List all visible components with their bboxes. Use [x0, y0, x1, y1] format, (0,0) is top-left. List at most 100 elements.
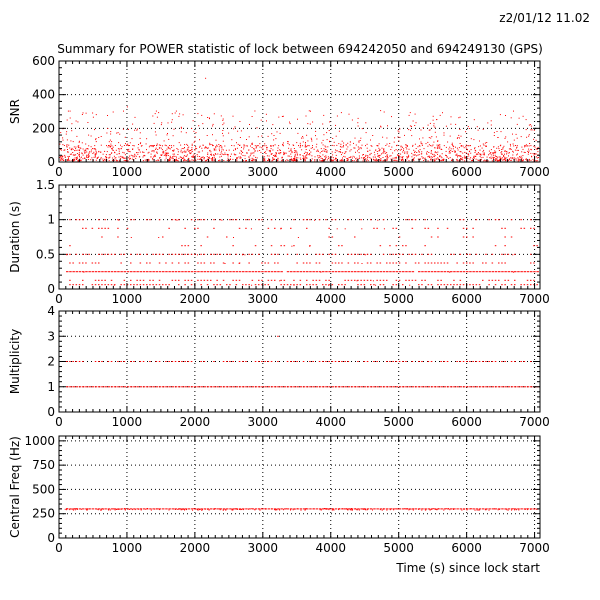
data-point — [180, 126, 182, 128]
data-point — [482, 151, 484, 153]
data-point — [314, 156, 316, 158]
data-point — [533, 271, 536, 273]
data-point — [497, 509, 499, 511]
data-point — [94, 156, 96, 158]
data-point — [60, 158, 62, 160]
data-point — [254, 110, 256, 112]
data-point — [494, 508, 498, 510]
data-point — [240, 130, 242, 132]
data-point — [488, 279, 490, 281]
data-point — [168, 159, 170, 161]
data-point — [142, 361, 145, 362]
data-point — [424, 158, 426, 160]
data-point — [98, 137, 100, 138]
data-point — [235, 219, 238, 221]
data-point — [355, 508, 357, 510]
data-point — [76, 508, 78, 510]
data-point — [107, 284, 110, 286]
data-point — [319, 159, 321, 161]
data-point — [76, 158, 78, 160]
data-point — [358, 140, 360, 142]
data-point — [159, 147, 161, 149]
data-point — [254, 145, 256, 147]
data-point — [109, 509, 111, 511]
data-point — [88, 155, 90, 157]
data-point — [307, 154, 309, 156]
data-point — [235, 154, 237, 156]
data-point — [525, 144, 527, 146]
data-point — [159, 157, 161, 159]
data-point — [360, 147, 362, 149]
data-point — [491, 508, 495, 510]
data-point — [152, 279, 154, 281]
data-point — [60, 132, 62, 134]
data-point — [503, 155, 505, 156]
data-point — [170, 156, 171, 158]
data-point — [338, 509, 340, 511]
data-point — [394, 157, 396, 159]
data-point — [512, 151, 514, 153]
data-point — [312, 361, 314, 362]
data-point — [465, 146, 467, 148]
data-point — [290, 149, 292, 151]
data-point — [462, 262, 465, 264]
data-point — [494, 284, 497, 286]
data-point — [398, 236, 401, 238]
data-point — [93, 156, 95, 158]
data-point — [406, 156, 408, 158]
data-point — [387, 157, 389, 159]
data-point — [245, 160, 247, 162]
data-point — [107, 253, 110, 255]
data-point — [94, 148, 96, 150]
data-point — [347, 253, 350, 255]
data-point — [196, 509, 198, 510]
data-point — [61, 159, 63, 161]
data-point — [392, 152, 394, 154]
data-point — [113, 155, 115, 157]
data-point — [70, 140, 72, 142]
data-point — [184, 284, 186, 286]
data-point — [328, 253, 330, 255]
data-point — [516, 149, 518, 151]
data-point — [178, 508, 180, 510]
data-point — [395, 227, 398, 229]
data-point — [180, 151, 182, 153]
data-point — [406, 508, 408, 510]
data-point — [407, 151, 409, 153]
data-point — [299, 142, 301, 144]
data-point — [257, 150, 259, 152]
data-point — [96, 152, 98, 154]
data-point — [222, 130, 224, 131]
data-point — [158, 271, 162, 273]
data-point — [494, 386, 498, 388]
data-point — [120, 508, 122, 510]
data-point — [286, 284, 289, 286]
y-tick-label: 1 — [47, 213, 55, 227]
data-point — [437, 236, 439, 238]
data-point — [251, 271, 255, 273]
panel-3: 0 1000 2000 3000 4000 5000 6000 700001234Multip… — [8, 304, 550, 429]
data-point — [294, 508, 296, 510]
data-point — [382, 152, 384, 154]
data-point — [321, 160, 323, 162]
data-point — [472, 160, 473, 161]
data-point — [436, 119, 438, 121]
data-point — [74, 508, 76, 510]
data-point — [241, 150, 243, 152]
data-point — [324, 145, 326, 147]
data-point — [202, 156, 204, 158]
data-point — [293, 284, 295, 286]
data-point — [72, 158, 74, 160]
data-point — [293, 148, 295, 149]
data-point — [110, 279, 113, 281]
data-point — [249, 155, 251, 157]
data-point — [148, 151, 150, 153]
data-point — [412, 120, 414, 122]
data-point — [318, 219, 321, 221]
data-point — [296, 160, 298, 162]
data-point — [195, 146, 197, 148]
data-point — [85, 386, 88, 388]
data-point — [273, 158, 275, 160]
data-point — [422, 127, 424, 129]
data-point — [72, 509, 74, 511]
